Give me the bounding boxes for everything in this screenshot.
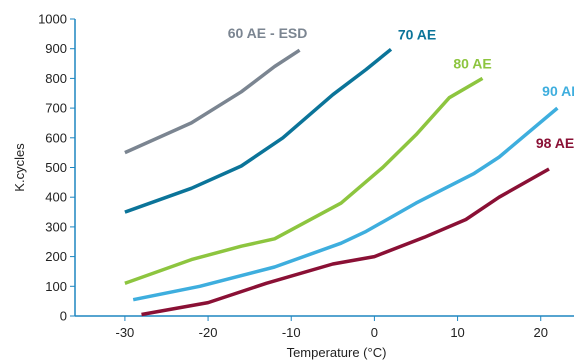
- y-axis: 0 100 200 300 400 500 600 700 800 900 1000: [38, 12, 76, 324]
- y-tick-label: 500: [45, 160, 67, 175]
- series-label-80-ae: 80 AE: [453, 55, 491, 71]
- series-line-70-ae: [124, 47, 393, 214]
- y-tick-label: 400: [45, 190, 67, 205]
- y-tick-label: 200: [45, 249, 67, 264]
- x-axis: -30 -20 -10 0 10 20: [75, 315, 574, 340]
- series-labels: 60 AE - ESD 70 AE 80 AE 90 AE 98 AE: [228, 25, 574, 151]
- series-label-98-ae: 98 AE: [536, 135, 574, 151]
- x-tick-label: 20: [533, 325, 547, 340]
- x-tick-label: -10: [282, 325, 301, 340]
- x-tick-label: -20: [199, 325, 218, 340]
- series-line-80-ae: [124, 76, 484, 285]
- x-tick-label: 10: [450, 325, 464, 340]
- series-line-90-ae: [132, 106, 559, 302]
- y-tick-label: 1000: [38, 12, 67, 27]
- y-tick-label: 300: [45, 219, 67, 234]
- y-tick-label: 800: [45, 71, 67, 86]
- series-label-90-ae: 90 AE: [542, 83, 574, 99]
- series-line-98-ae: [141, 167, 550, 317]
- y-tick-label: 600: [45, 130, 67, 145]
- x-axis-title: Temperature (°C): [287, 345, 387, 360]
- x-tick-label: -30: [116, 325, 135, 340]
- y-tick-label: 0: [60, 309, 67, 324]
- y-tick-label: 100: [45, 279, 67, 294]
- y-tick-label: 900: [45, 41, 67, 56]
- series-line-60-ae-esd: [124, 48, 301, 155]
- x-tick-label: 0: [371, 325, 378, 340]
- y-axis-title: K.cycles: [12, 143, 27, 192]
- series-label-60-ae-esd: 60 AE - ESD: [228, 25, 308, 41]
- y-tick-label: 700: [45, 101, 67, 116]
- series-label-70-ae: 70 AE: [398, 26, 436, 42]
- series-lines: [124, 47, 559, 317]
